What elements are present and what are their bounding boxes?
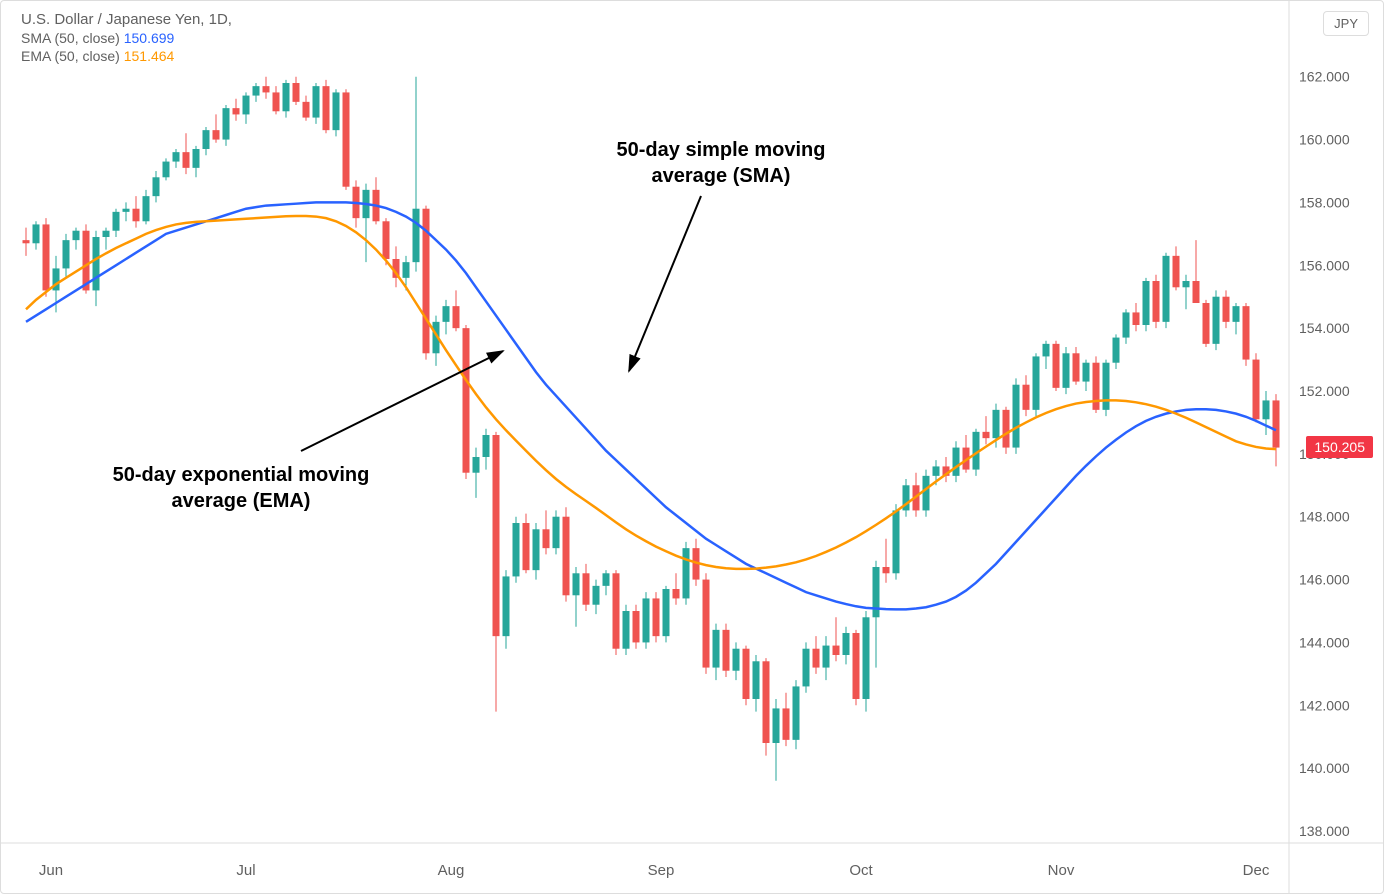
svg-text:50-day simple moving: 50-day simple moving xyxy=(617,139,826,161)
chart-title: U.S. Dollar / Japanese Yen, 1D, xyxy=(21,11,232,28)
svg-text:146.000: 146.000 xyxy=(1299,572,1350,588)
svg-text:160.000: 160.000 xyxy=(1299,132,1350,148)
svg-text:152.000: 152.000 xyxy=(1299,383,1350,399)
svg-text:Aug: Aug xyxy=(438,862,465,879)
svg-text:148.000: 148.000 xyxy=(1299,509,1350,525)
svg-text:154.000: 154.000 xyxy=(1299,320,1350,336)
svg-text:142.000: 142.000 xyxy=(1299,697,1350,713)
ema-value: 151.464 xyxy=(124,48,175,64)
svg-text:Jul: Jul xyxy=(236,862,255,879)
chart-header: U.S. Dollar / Japanese Yen, 1D, SMA (50,… xyxy=(21,11,232,64)
sma-label: SMA (50, close) xyxy=(21,30,120,46)
svg-text:Oct: Oct xyxy=(849,862,873,879)
svg-text:Dec: Dec xyxy=(1243,862,1270,879)
svg-text:144.000: 144.000 xyxy=(1299,634,1350,650)
svg-text:162.000: 162.000 xyxy=(1299,69,1350,85)
svg-text:average (SMA): average (SMA) xyxy=(652,165,791,187)
ema-indicator: EMA (50, close) 151.464 xyxy=(21,48,232,64)
svg-text:50-day exponential moving: 50-day exponential moving xyxy=(113,464,370,486)
chart-container: U.S. Dollar / Japanese Yen, 1D, SMA (50,… xyxy=(0,0,1384,894)
sma-indicator: SMA (50, close) 150.699 xyxy=(21,30,232,46)
svg-text:140.000: 140.000 xyxy=(1299,760,1350,776)
price-chart[interactable]: 138.000 140.000 142.000 144.000 146.000 148.0… xyxy=(1,1,1384,894)
ema-label: EMA (50, close) xyxy=(21,48,120,64)
svg-text:Jun: Jun xyxy=(39,862,63,879)
current-price-badge: 150.205 xyxy=(1306,436,1373,458)
svg-text:138.000: 138.000 xyxy=(1299,823,1350,839)
svg-text:158.000: 158.000 xyxy=(1299,194,1350,210)
svg-text:156.000: 156.000 xyxy=(1299,257,1350,273)
svg-text:Sep: Sep xyxy=(648,862,675,879)
svg-text:Nov: Nov xyxy=(1048,862,1075,879)
sma-value: 150.699 xyxy=(124,30,175,46)
svg-text:average (EMA): average (EMA) xyxy=(172,490,311,512)
